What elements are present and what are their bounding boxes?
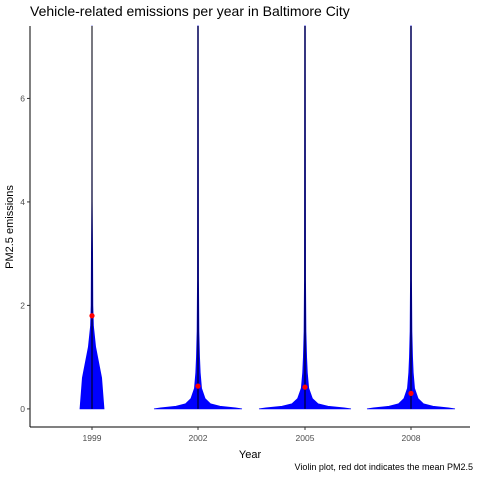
y-tick-label: 6 [20,93,25,103]
x-axis-title: Year [239,449,262,461]
x-tick-label: 1999 [83,433,102,443]
violins-layer [79,25,456,410]
y-tick-label: 2 [20,300,25,310]
chart-title: Vehicle-related emissions per year in Ba… [30,3,350,19]
x-ticks: 1999 2002 2005 2008 [83,427,421,443]
y-tick-label: 4 [20,197,25,207]
mean-point-2008 [408,390,414,396]
mean-point-2005 [302,384,308,390]
chart-caption: Violin plot, red dot indicates the mean … [294,462,473,472]
y-tick-label: 0 [20,404,25,414]
y-ticks: 0 2 4 6 [20,93,30,414]
x-tick-label: 2008 [402,433,421,443]
mean-point-1999 [89,313,95,319]
x-tick-label: 2002 [189,433,208,443]
mean-point-2002 [195,383,201,389]
x-tick-label: 2005 [296,433,315,443]
means-layer [89,313,414,396]
y-axis-title: PM2.5 emissions [4,185,16,269]
